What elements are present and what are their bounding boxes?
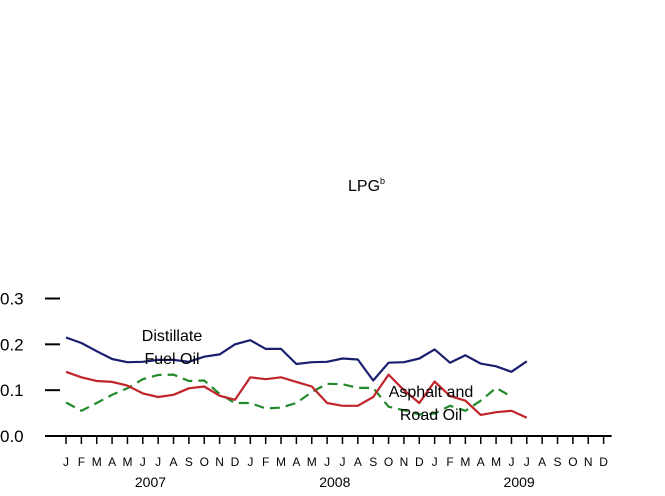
year-label: 2007: [135, 474, 166, 490]
y-tick-label: 0.2: [0, 335, 24, 354]
month-tick-label: A: [354, 455, 362, 469]
month-tick-label: S: [554, 455, 562, 469]
month-tick-label: J: [339, 455, 345, 469]
month-tick-label: M: [491, 455, 501, 469]
month-tick-label: M: [460, 455, 470, 469]
month-tick-label: M: [276, 455, 286, 469]
month-tick-label: D: [599, 455, 608, 469]
month-tick-label: A: [108, 455, 116, 469]
month-tick-label: J: [324, 455, 330, 469]
month-tick-label: J: [140, 455, 146, 469]
asphalt-and-road-oil-line: [65, 370, 528, 419]
month-tick-label: M: [307, 455, 317, 469]
distillate-fuel-oil-line: [65, 373, 512, 416]
month-tick-label: F: [446, 455, 453, 469]
month-tick-label: N: [215, 455, 224, 469]
month-tick-label: D: [231, 455, 240, 469]
month-tick-label: J: [63, 455, 69, 469]
month-tick-label: A: [292, 455, 300, 469]
month-tick-label: F: [262, 455, 269, 469]
month-tick-label: M: [122, 455, 132, 469]
month-tick-label: J: [432, 455, 438, 469]
month-tick-label: S: [369, 455, 377, 469]
year-label: 2008: [319, 474, 350, 490]
month-tick-label: O: [200, 455, 209, 469]
month-tick-label: D: [415, 455, 424, 469]
distillate-label-line1: Distillate: [142, 328, 203, 345]
series-lines: [65, 336, 528, 419]
y-tick-label: 0.1: [0, 381, 24, 400]
asphalt-label-line1: Asphalt and: [389, 384, 474, 401]
month-tick-label: J: [247, 455, 253, 469]
y-tick-label: 0.3: [0, 290, 24, 309]
lpg-line: [65, 336, 528, 382]
month-tick-label: N: [584, 455, 593, 469]
month-tick-label: M: [92, 455, 102, 469]
year-label: 2009: [504, 474, 535, 490]
month-tick-label: F: [78, 455, 85, 469]
month-tick-label: J: [508, 455, 514, 469]
axes: 0.00.10.20.3J F M A M J J A S O N D J F M A M J J A S O N D J F M A…: [0, 290, 612, 490]
month-tick-label: N: [400, 455, 409, 469]
lpg-label: LPGb: [348, 176, 385, 195]
month-tick-label: S: [185, 455, 193, 469]
y-tick-label: 0.0: [0, 427, 24, 446]
distillate-label-line2: Fuel Oil: [144, 351, 199, 368]
month-tick-label: J: [155, 455, 161, 469]
month-tick-label: O: [384, 455, 393, 469]
asphalt-label-line2: Road Oil: [400, 407, 462, 424]
series-labels: LPGb Distillate Fuel Oil Asphalt and Roa…: [142, 176, 473, 424]
month-tick-label: A: [477, 455, 485, 469]
month-tick-label: O: [568, 455, 577, 469]
month-tick-label: A: [170, 455, 178, 469]
month-tick-label: A: [538, 455, 546, 469]
month-tick-label: J: [524, 455, 530, 469]
